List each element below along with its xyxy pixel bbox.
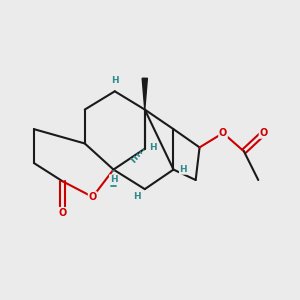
Text: H: H <box>111 76 118 85</box>
Text: O: O <box>219 128 227 138</box>
Text: O: O <box>88 192 97 202</box>
Text: H: H <box>133 193 141 202</box>
Text: O: O <box>260 128 268 138</box>
Text: H: H <box>180 165 187 174</box>
Text: H: H <box>149 143 156 152</box>
Text: H: H <box>110 175 117 184</box>
Polygon shape <box>142 78 147 110</box>
Text: O: O <box>58 208 67 218</box>
